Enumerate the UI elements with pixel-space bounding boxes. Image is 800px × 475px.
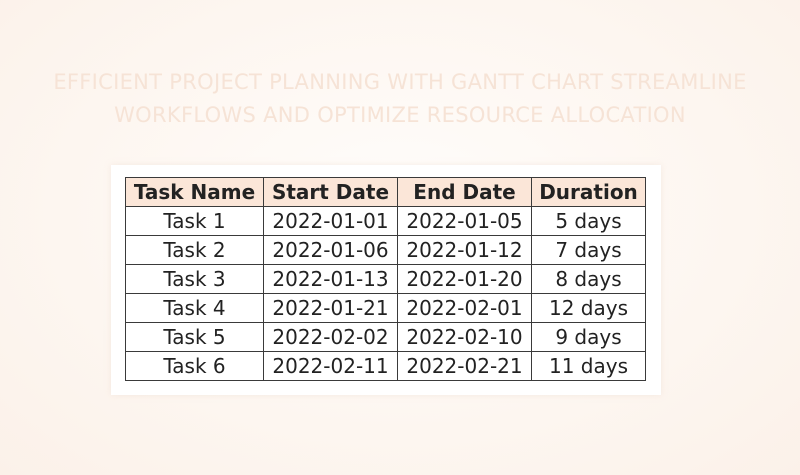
cell-end-date: 2022-02-21 xyxy=(397,351,532,381)
table-row: Task 4 2022-01-21 2022-02-01 12 days xyxy=(125,293,646,323)
cell-duration: 5 days xyxy=(531,206,646,236)
cell-task-name: Task 6 xyxy=(125,351,264,381)
table-row: Task 5 2022-02-02 2022-02-10 9 days xyxy=(125,322,646,352)
cell-duration: 11 days xyxy=(531,351,646,381)
cell-duration: 12 days xyxy=(531,293,646,323)
title-line-2: WORKFLOWS AND OPTIMIZE RESOURCE ALLOCATI… xyxy=(114,103,686,127)
cell-task-name: Task 1 xyxy=(125,206,264,236)
cell-task-name: Task 2 xyxy=(125,235,264,265)
table-row: Task 6 2022-02-11 2022-02-21 11 days xyxy=(125,351,646,381)
header-start-date: Start Date xyxy=(263,177,398,207)
cell-end-date: 2022-01-05 xyxy=(397,206,532,236)
cell-duration: 7 days xyxy=(531,235,646,265)
cell-duration: 8 days xyxy=(531,264,646,294)
cell-end-date: 2022-01-20 xyxy=(397,264,532,294)
cell-start-date: 2022-02-11 xyxy=(263,351,398,381)
page-title: EFFICIENT PROJECT PLANNING WITH GANTT CH… xyxy=(40,66,760,132)
title-line-1: EFFICIENT PROJECT PLANNING WITH GANTT CH… xyxy=(53,70,747,94)
header-task-name: Task Name xyxy=(125,177,264,207)
header-duration: Duration xyxy=(531,177,646,207)
cell-task-name: Task 5 xyxy=(125,322,264,352)
cell-end-date: 2022-02-01 xyxy=(397,293,532,323)
table-row: Task 3 2022-01-13 2022-01-20 8 days xyxy=(125,264,646,294)
table-row: Task 2 2022-01-06 2022-01-12 7 days xyxy=(125,235,646,265)
cell-start-date: 2022-01-13 xyxy=(263,264,398,294)
cell-end-date: 2022-02-10 xyxy=(397,322,532,352)
cell-task-name: Task 3 xyxy=(125,264,264,294)
table-row: Task 1 2022-01-01 2022-01-05 5 days xyxy=(125,206,646,236)
cell-start-date: 2022-01-06 xyxy=(263,235,398,265)
header-end-date: End Date xyxy=(397,177,532,207)
cell-start-date: 2022-02-02 xyxy=(263,322,398,352)
task-schedule-table: Task Name Start Date End Date Duration T… xyxy=(125,177,646,381)
cell-duration: 9 days xyxy=(531,322,646,352)
cell-start-date: 2022-01-01 xyxy=(263,206,398,236)
table-header-row: Task Name Start Date End Date Duration xyxy=(125,177,646,207)
cell-task-name: Task 4 xyxy=(125,293,264,323)
cell-end-date: 2022-01-12 xyxy=(397,235,532,265)
cell-start-date: 2022-01-21 xyxy=(263,293,398,323)
